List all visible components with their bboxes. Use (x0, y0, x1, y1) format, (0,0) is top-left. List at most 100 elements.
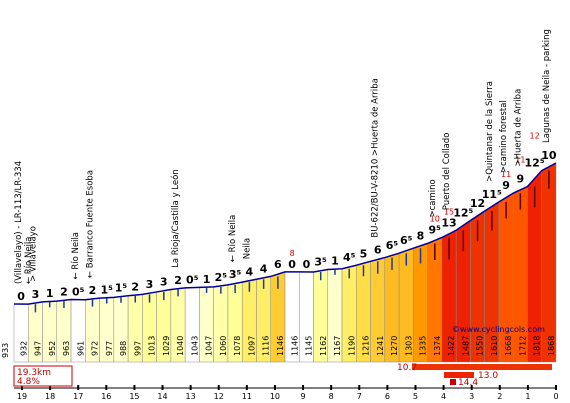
steepness-marker (462, 230, 465, 252)
place-annotation: Puerto del Collado (442, 133, 452, 211)
altitude-label: 1043 (190, 336, 199, 356)
altitude-label: 1335 (419, 336, 428, 356)
place-annotation: ← Río Neila (71, 232, 81, 280)
altitude-label: 1146 (276, 336, 285, 356)
steepness-marker (63, 301, 65, 308)
grade-label: 6 (374, 244, 382, 257)
km-tick-label: 9 (301, 392, 306, 401)
axis-tick (555, 385, 557, 390)
altitude-label: 1162 (319, 336, 328, 356)
grade-label: 6 (274, 258, 282, 271)
km-tick-label: 7 (357, 392, 362, 401)
grade-label: 2 (174, 274, 182, 287)
axis-tick (386, 385, 389, 390)
steepness-marker (262, 279, 265, 289)
steepness-marker (405, 253, 408, 266)
altitude-label: 932 (19, 341, 28, 356)
place-annotation: >Quintanar de la Sierra (485, 81, 495, 182)
place-annotation: ← Río Neila (24, 236, 34, 284)
place-annotation: ← Río Neila (228, 215, 238, 263)
grade-label: 1 (203, 273, 211, 286)
steepness-marker (491, 210, 493, 231)
km-tick-label: 15 (129, 392, 139, 401)
steepness-marker (434, 243, 436, 260)
grade-label: 8 (417, 229, 425, 242)
steepness-marker (48, 301, 51, 308)
altitude-label: 977 (105, 341, 114, 356)
altitude-label: 1241 (376, 336, 385, 356)
grade-label: 0 (303, 258, 311, 271)
km-axis: 19 18 17 16 15 14 13 12 11 10 9 8 7 6 5 4 3 2 1 0 (14, 385, 559, 401)
altitude-labels: 932 947 952 963 961 972 977 988 997 1013 1029 1040 1… (1, 336, 556, 358)
axis-tick (470, 385, 473, 390)
red-grade-note: 10 (430, 215, 440, 224)
altitude-label: 1029 (162, 336, 171, 356)
steepness-marker (548, 170, 550, 189)
stat-bar-label: 10.7 (397, 363, 417, 373)
stat-bar-label: 14.4 (458, 378, 478, 388)
altitude-label: 1487 (461, 336, 470, 356)
altitude-label: 1610 (490, 336, 499, 356)
altitude-label: 972 (91, 341, 100, 356)
steepness-marker (91, 299, 94, 307)
altitude-label: 1190 (347, 336, 356, 356)
stats-box: 19.3km 4.8% 10.7 13.014.4 (13, 363, 552, 388)
km-tick-label: 16 (101, 392, 111, 401)
steepness-marker (334, 269, 336, 275)
grade-label: 1 (46, 287, 54, 300)
grade-label: 12 (470, 197, 485, 210)
altitude-label: 1145 (305, 336, 314, 356)
km-tick-label: 11 (242, 392, 252, 401)
grade-label: 4 (246, 265, 254, 278)
grade-label: 3 (32, 288, 40, 301)
axis-tick (442, 385, 445, 390)
place-annotation: >camino (428, 179, 438, 217)
altitude-label: 952 (48, 341, 57, 356)
place-annotation: >Huerta de Arriba (513, 89, 523, 167)
km-tick-label: 8 (329, 392, 334, 401)
stat-bar (444, 372, 474, 378)
steepness-marker (533, 186, 536, 208)
steepness-marker (519, 193, 522, 210)
grade-label: 9 (517, 173, 525, 186)
stat-bar (450, 379, 456, 385)
profile-line (13, 162, 557, 305)
grade-label: 9 (502, 179, 510, 192)
axis-tick (105, 385, 108, 390)
altitude-label: 1818 (533, 336, 542, 356)
steepness-marker (476, 220, 479, 242)
steepness-marker (177, 289, 179, 297)
altitude-label: 1097 (247, 336, 256, 356)
steepness-marker (376, 261, 379, 274)
grade-label: 0⁵ (186, 273, 199, 286)
axis-tick (217, 385, 220, 390)
steepness-marker (134, 295, 137, 303)
grade-label: 0 (288, 258, 296, 271)
steepness-marker (448, 237, 450, 260)
stat-bar (412, 364, 552, 370)
steepness-marker (419, 248, 422, 264)
steepness-marker (34, 304, 37, 313)
grade-label: 10 (541, 149, 557, 162)
axis-tick (161, 385, 164, 390)
red-grade-note: 8 (290, 249, 295, 258)
segment-bands (13, 162, 557, 363)
grade-label: 12⁵ (453, 206, 473, 219)
profile-outline (13, 162, 557, 305)
km-tick-label: 1 (525, 392, 530, 401)
steepness-marker (220, 286, 222, 294)
steepness-marker (348, 268, 350, 279)
grade-label: 3 (146, 278, 154, 291)
steepness-marker (234, 284, 236, 294)
steepness-marker (105, 298, 108, 304)
altitude-label: 988 (119, 341, 128, 356)
place-annotation: ← Barranco Fuente Esoba (85, 170, 95, 278)
km-tick-label: 6 (385, 392, 390, 401)
grade-label: 13 (441, 216, 456, 229)
grade-label: 1 (331, 255, 339, 268)
distance-label: 19.3km (17, 368, 51, 378)
altitude-label: 1550 (476, 336, 485, 356)
grade-label: 11⁵ (482, 188, 502, 201)
km-tick-label: 3 (469, 392, 474, 401)
steepness-marker (277, 276, 279, 289)
